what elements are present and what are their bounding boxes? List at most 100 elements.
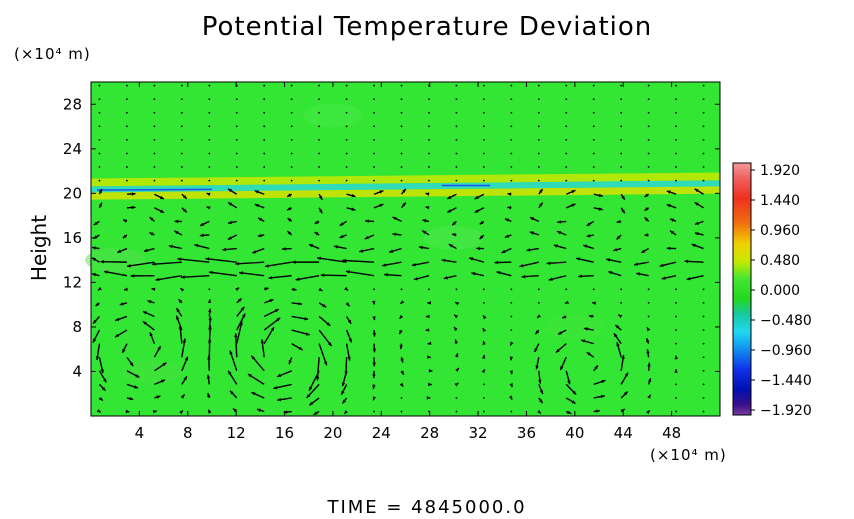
wind-vector-head [206, 192, 211, 197]
wind-vector-dot [565, 152, 568, 155]
wind-vector-dot [647, 179, 650, 182]
wind-vector-dot [647, 125, 650, 128]
wind-vector-dot [263, 84, 266, 87]
wind-vector-head [557, 230, 562, 235]
wind-vector-dot [482, 301, 485, 304]
wind-vector-dot [400, 138, 403, 141]
wind-vector-dot [675, 179, 677, 182]
wind-vector-head [98, 202, 102, 207]
wind-vector-dot [510, 315, 513, 318]
wind-vector-head [539, 202, 543, 207]
wind-vector-head [586, 234, 591, 238]
wind-vector-dot [565, 179, 568, 182]
wind-vector-head [535, 365, 539, 370]
wind-vector-dot [126, 138, 128, 141]
wind-vector-head [384, 273, 388, 277]
wind-vector-dot [153, 166, 156, 168]
wind-vector-dot [565, 166, 568, 168]
x-tick-label: 28 [420, 424, 439, 442]
wind-vector [205, 257, 237, 263]
wind-vector-head [122, 219, 127, 223]
wind-vector-dot [263, 98, 266, 101]
wind-vector-dot [702, 111, 705, 114]
wind-vector-dot [510, 138, 513, 141]
wind-vector-dot [400, 179, 403, 182]
x-tick-label: 44 [614, 424, 633, 442]
plot-frame [90, 81, 721, 417]
wind-vector-dot [373, 98, 375, 101]
wind-vector-head [287, 218, 292, 222]
wind-vector [155, 275, 182, 281]
wind-vector-dot [647, 152, 650, 155]
wind-vector-dot [482, 125, 485, 128]
wind-vector-head [479, 235, 484, 240]
wind-vector-head [546, 261, 551, 265]
wind-vector-head [618, 314, 623, 319]
field-background [91, 82, 720, 416]
wind-vector-dot [482, 138, 485, 141]
wind-vector-head [314, 232, 319, 236]
colorbar-bar [732, 162, 752, 416]
wind-vector-dot [647, 301, 650, 304]
wind-vector-dot [647, 315, 650, 318]
wind-vector-head [339, 222, 344, 226]
colorbar-label: 1.440 [760, 193, 800, 209]
wind-vector-dot [647, 98, 650, 101]
wind-vector-dot [675, 315, 677, 318]
wind-vector-head [222, 247, 227, 252]
wind-vector-head [694, 232, 699, 236]
wind-vector-head [694, 188, 699, 193]
wind-vector-head [562, 315, 567, 319]
wind-vector-head [372, 332, 377, 337]
wind-vector-dot [153, 98, 156, 101]
wind-vector-head [254, 203, 259, 208]
wind-vector-dot [290, 166, 293, 168]
wind-vector-dot [126, 166, 128, 168]
wind-vector-head [344, 410, 349, 414]
chart-title: Potential Temperature Deviation [201, 12, 653, 42]
colorbar-label: −1.920 [760, 403, 812, 419]
wind-vector-head [238, 271, 243, 275]
wind-vector-dot [565, 98, 568, 101]
wind-vector-head [339, 234, 344, 239]
wind-vector-head [594, 365, 598, 370]
wind-vector-head [256, 408, 261, 412]
wind-vector-dot [620, 138, 623, 141]
wind-vector-dot [455, 138, 458, 141]
x-tick-label: 20 [323, 424, 342, 442]
wind-vector-dot [675, 301, 677, 304]
wind-vector-head [162, 362, 167, 367]
wind-vector-head [616, 342, 620, 347]
wind-vector-head [659, 263, 664, 267]
colorbar-label: 0.000 [760, 283, 800, 299]
wind-vector-dot [620, 179, 623, 182]
wind-vector-dot [400, 98, 403, 101]
wind-vector-dot [428, 288, 430, 291]
y-tick-label: 16 [63, 229, 82, 247]
colorbar-label: 0.960 [760, 223, 800, 239]
wind-vector-head [674, 369, 678, 373]
wind-vector-head [168, 244, 173, 249]
wind-vector [151, 261, 182, 266]
wind-vector-head [422, 219, 427, 223]
wind-vector-head [228, 202, 233, 206]
wind-vector-dot [675, 138, 677, 141]
wind-vector-dot [620, 111, 623, 114]
wind-vector-head [372, 385, 376, 390]
wind-vector-head [557, 220, 561, 224]
wind-vector-head [122, 348, 126, 353]
wind-vector-head [174, 219, 179, 224]
wind-vector-dot [592, 84, 595, 87]
wind-vector-head [157, 346, 161, 351]
wind-vector-head [341, 382, 346, 387]
wind-vector-head [229, 390, 234, 395]
wind-vector-head [135, 374, 140, 378]
colorbar-label: −1.440 [760, 373, 812, 389]
wind-vector-dot [98, 179, 101, 182]
wind-vector-dot [647, 111, 650, 114]
wind-vector-head [661, 276, 666, 280]
wind-vector-head [117, 249, 122, 253]
wind-vector-head [93, 221, 98, 225]
wind-vector-head [122, 234, 127, 239]
anomaly-band-2 [91, 186, 720, 200]
